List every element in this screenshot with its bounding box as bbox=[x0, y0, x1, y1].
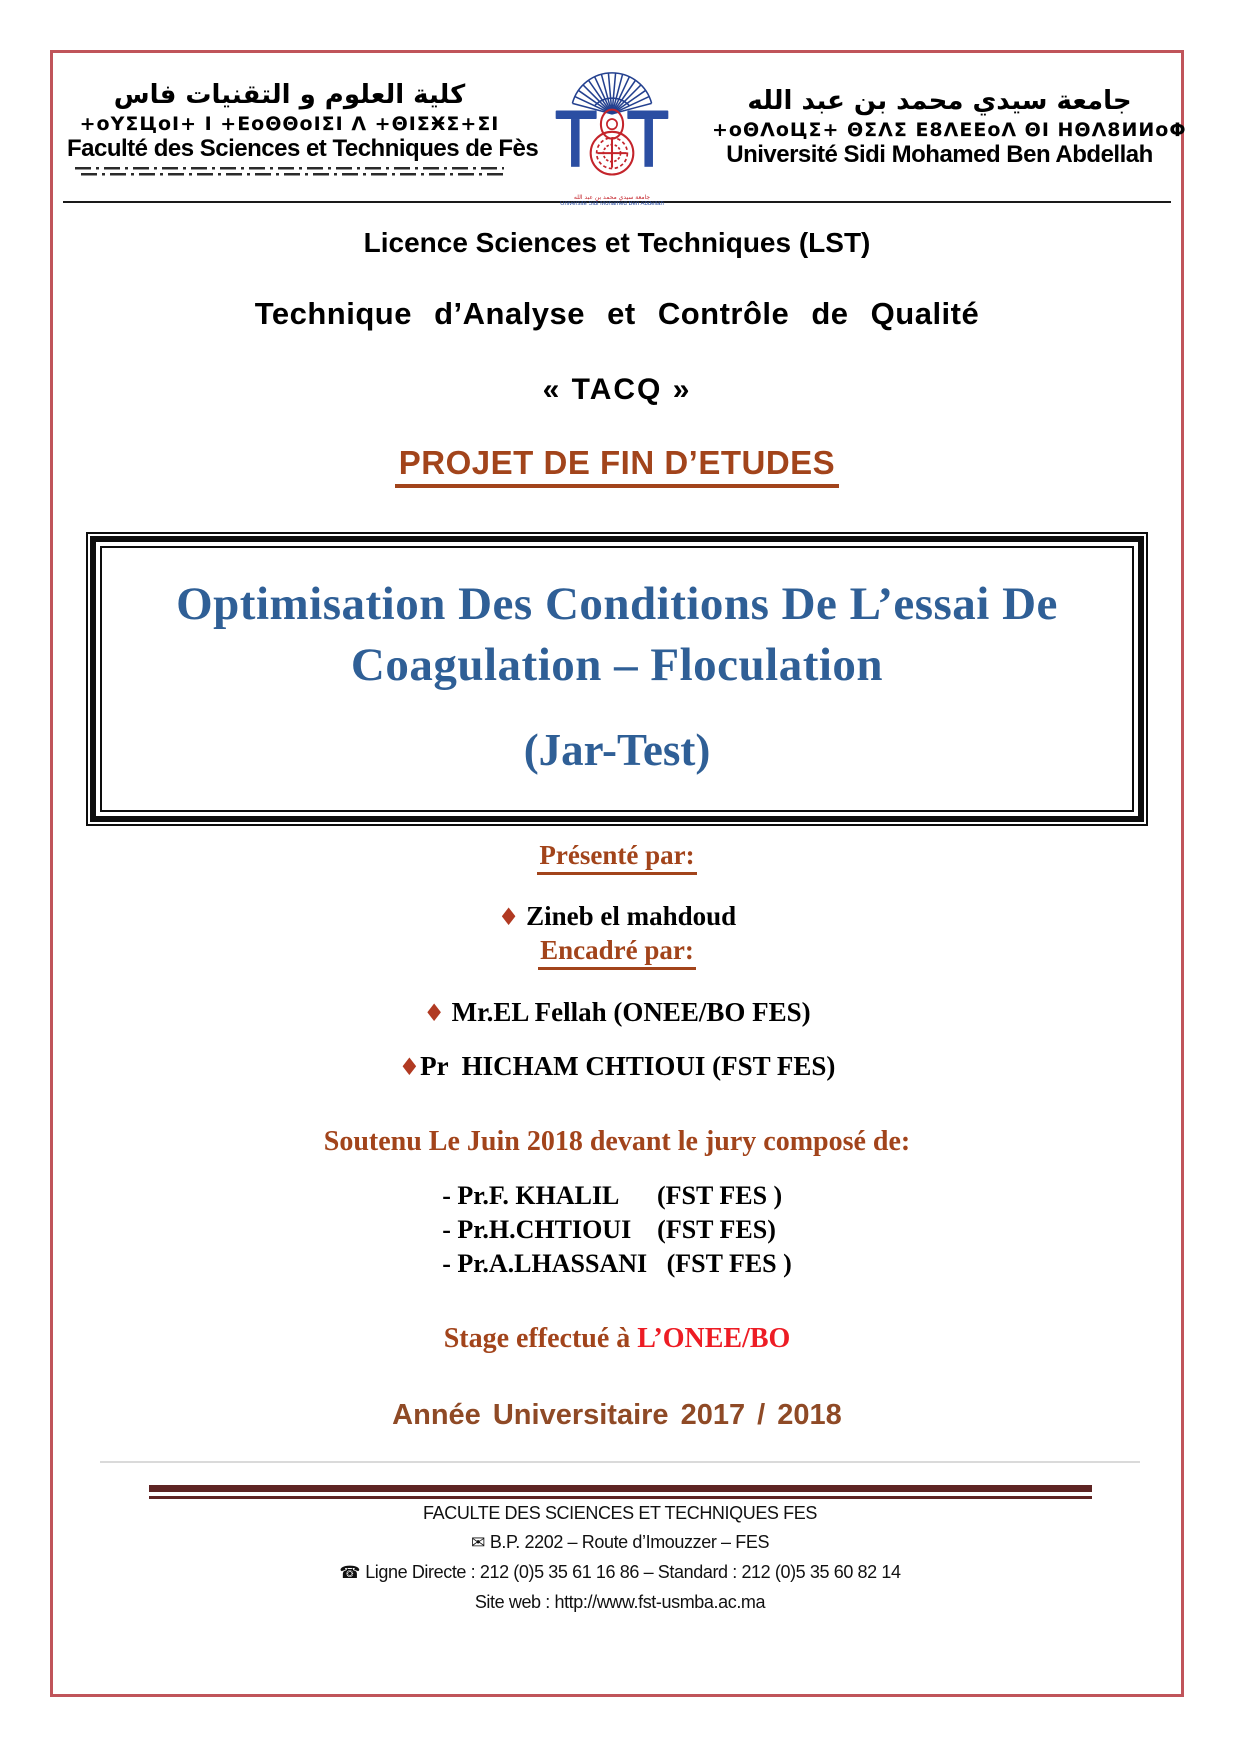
university-name-tifinagh: +oΘΛoЦΣ+ ΘΣΛΣ Ε8ΛΕΕoΛ ΘI ΗΘΛ8ИИoΦ bbox=[712, 118, 1187, 141]
diamond-bullet-icon: ♦ bbox=[497, 903, 520, 932]
header-divider bbox=[63, 201, 1171, 203]
faculty-name-tifinagh: +oYΣЦoI+ I +ΕoΘΘoIΣI Λ +ΘIΣӾΣ+ΣI bbox=[79, 112, 500, 135]
supervised-by-heading: Encadré par: bbox=[53, 935, 1181, 971]
supervisor-line: ♦Pr HICHAM CHTIOUI (FST FES) bbox=[53, 1051, 1181, 1082]
footer-rule-thin bbox=[148, 1496, 1092, 1499]
main-title-subline: (Jar-Test) bbox=[523, 725, 711, 776]
main-title-line1: Optimisation Des Conditions De L’essai D… bbox=[176, 578, 1058, 630]
university-name-french: Université Sidi Mohamed Ben Abdellah bbox=[726, 140, 1153, 168]
footer-phone: ☎ Ligne Directe : 212 (0)5 35 61 16 86 – … bbox=[53, 1558, 1187, 1588]
jury-list: - Pr.F. KHALIL (FST FES ) - Pr.H.CHTIOUI… bbox=[442, 1179, 792, 1281]
report-type-title: PROJET DE FIN D’ETUDES bbox=[53, 444, 1181, 488]
internship-prefix: Stage effectué à bbox=[443, 1323, 638, 1355]
jury-member: - Pr.H.CHTIOUI (FST FES) bbox=[442, 1215, 776, 1245]
institution-header: كلية العلوم و التقنيات فاس +oYΣЦoI+ I +Ε… bbox=[53, 53, 1187, 207]
main-title: Optimisation Des Conditions De L’essai D… bbox=[110, 574, 1124, 696]
phone-icon: ☎ bbox=[339, 1563, 361, 1583]
supervisor-name: Mr.EL Fellah (ONEE/BO FES) bbox=[444, 997, 811, 1028]
mail-icon: ✉ bbox=[470, 1533, 485, 1553]
program-title: Licence Sciences et Techniques (LST) bbox=[363, 227, 871, 258]
footer-website: Site web : http://www.fst-usmba.ac.ma bbox=[474, 1592, 766, 1612]
internship-organization: L’ONEE/BO bbox=[637, 1323, 791, 1355]
page-border-frame: كلية العلوم و التقنيات فاس +oYΣЦoI+ I +Ε… bbox=[50, 50, 1187, 1697]
internship-line: Stage effectué à L’ONEE/BO bbox=[53, 1323, 1181, 1355]
diamond-bullet-icon: ♦ bbox=[423, 999, 445, 1028]
page-footer: FACULTE DES SCIENCES ET TECHNIQUES FES ✉… bbox=[53, 1461, 1187, 1617]
footer-faculty-name: FACULTE DES SCIENCES ET TECHNIQUES FES bbox=[423, 1503, 817, 1523]
report-type-text: PROJET DE FIN D’ETUDES bbox=[394, 444, 840, 488]
university-logo: جامعة سيدي محمد بن عبد الله Université S… bbox=[525, 59, 700, 208]
jury-member: - Pr.A.LHASSANI (FST FES ) bbox=[442, 1249, 792, 1279]
footer-address-text: B.P. 2202 – Route d’Imouzzer – FES bbox=[489, 1532, 770, 1552]
logo-caption-arabic: جامعة سيدي محمد بن عبد الله bbox=[573, 194, 651, 201]
main-title-box: Optimisation Des Conditions De L’essai D… bbox=[86, 532, 1148, 827]
supervisor-name: Pr HICHAM CHTIOUI (FST FES) bbox=[420, 1051, 836, 1082]
student-line: ♦ Zineb el mahdoud bbox=[53, 901, 1181, 932]
faint-divider bbox=[100, 1461, 1140, 1463]
main-title-line2: Coagulation – Floculation bbox=[350, 639, 884, 692]
acronym-title: « TACQ » bbox=[542, 373, 692, 406]
university-emblem-icon bbox=[555, 72, 669, 176]
jury-heading: Soutenu Le Juin 2018 devant le jury comp… bbox=[323, 1126, 911, 1158]
jury-member: - Pr.F. KHALIL (FST FES ) bbox=[442, 1181, 783, 1211]
university-name-arabic: جامعة سيدي محمد بن عبد الله bbox=[747, 86, 1132, 116]
faculty-name-french: Faculté des Sciences et Techniques de Fè… bbox=[67, 134, 539, 162]
dash-dot-divider bbox=[75, 166, 504, 176]
specialty-title: Technique d’Analyse et Contrôle de Quali… bbox=[254, 296, 980, 331]
logo-caption-french: Université Sidi Mohamed Ben Abdellah bbox=[560, 201, 664, 208]
student-name: Zineb el mahdoud bbox=[519, 901, 737, 932]
footer-address: ✉ B.P. 2202 – Route d’Imouzzer – FES bbox=[53, 1528, 1187, 1558]
faculty-block: كلية العلوم و التقنيات فاس +oYΣЦoI+ I +Ε… bbox=[67, 59, 539, 176]
academic-year: Année Universitaire 2017 / 2018 bbox=[392, 1399, 842, 1432]
supervisor-line: ♦ Mr.EL Fellah (ONEE/BO FES) bbox=[53, 997, 1181, 1028]
diamond-bullet-icon: ♦ bbox=[398, 1053, 421, 1082]
presented-by-heading: Présenté par: bbox=[53, 840, 1181, 876]
footer-phone-text: Ligne Directe : 212 (0)5 35 61 16 86 – S… bbox=[365, 1562, 901, 1582]
faculty-name-arabic: كلية العلوم و التقنيات فاس bbox=[113, 80, 466, 110]
footer-rule-thick bbox=[148, 1485, 1092, 1492]
university-block: جامعة سيدي محمد بن عبد الله +oΘΛoЦΣ+ ΘΣΛ… bbox=[712, 59, 1187, 169]
